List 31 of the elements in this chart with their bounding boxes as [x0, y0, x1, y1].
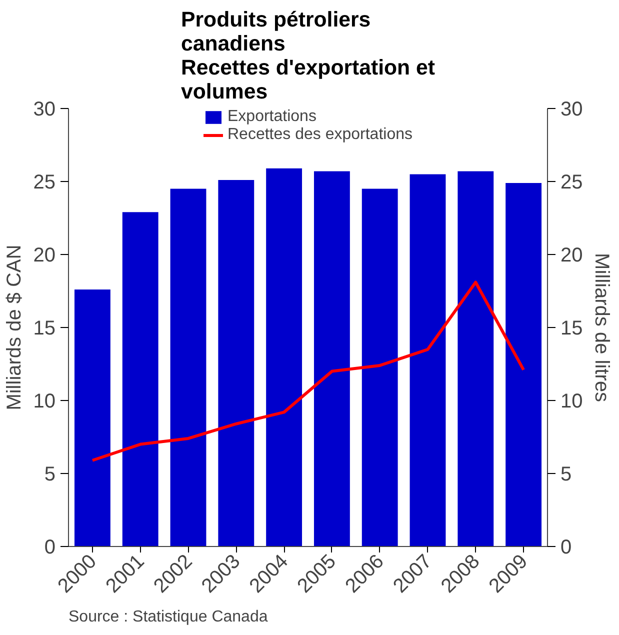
bar [314, 171, 350, 546]
bar [362, 188, 398, 546]
y2-tick-label: 20 [560, 244, 583, 266]
bar [266, 168, 302, 546]
y-tick-label: 5 [44, 464, 56, 486]
bar [170, 188, 206, 546]
y-tick-label: 25 [33, 172, 56, 194]
bar [218, 180, 254, 546]
bar [410, 174, 446, 546]
bar [122, 212, 158, 546]
bar [74, 290, 110, 546]
y-axis-title: Milliards de $ CAN [3, 244, 26, 410]
y2-tick-label: 30 [560, 98, 583, 120]
y2-tick-label: 25 [560, 172, 583, 194]
y-tick-label: 10 [33, 390, 56, 412]
line-series [90, 280, 526, 462]
y-tick-label: 30 [33, 98, 56, 120]
y-tick-label: 20 [33, 244, 56, 266]
source-note: Source : Statistique Canada [68, 608, 268, 626]
legend-label: Exportations [228, 108, 316, 126]
y-tick-label: 0 [44, 536, 56, 558]
legend-label: Recettes des exportations [228, 126, 412, 144]
bar [506, 182, 542, 546]
chart-title: Produits pétroliers canadiens Recettes d'exportation et volumes [181, 8, 435, 104]
y2-tick-label: 0 [560, 536, 572, 558]
y-tick-label: 15 [33, 318, 56, 340]
y2-tick-label: 15 [560, 318, 583, 340]
y2-axis-title: Milliards de litres [590, 253, 613, 402]
y2-tick-label: 5 [560, 464, 572, 486]
bar [458, 171, 494, 546]
y2-tick-label: 10 [560, 390, 583, 412]
